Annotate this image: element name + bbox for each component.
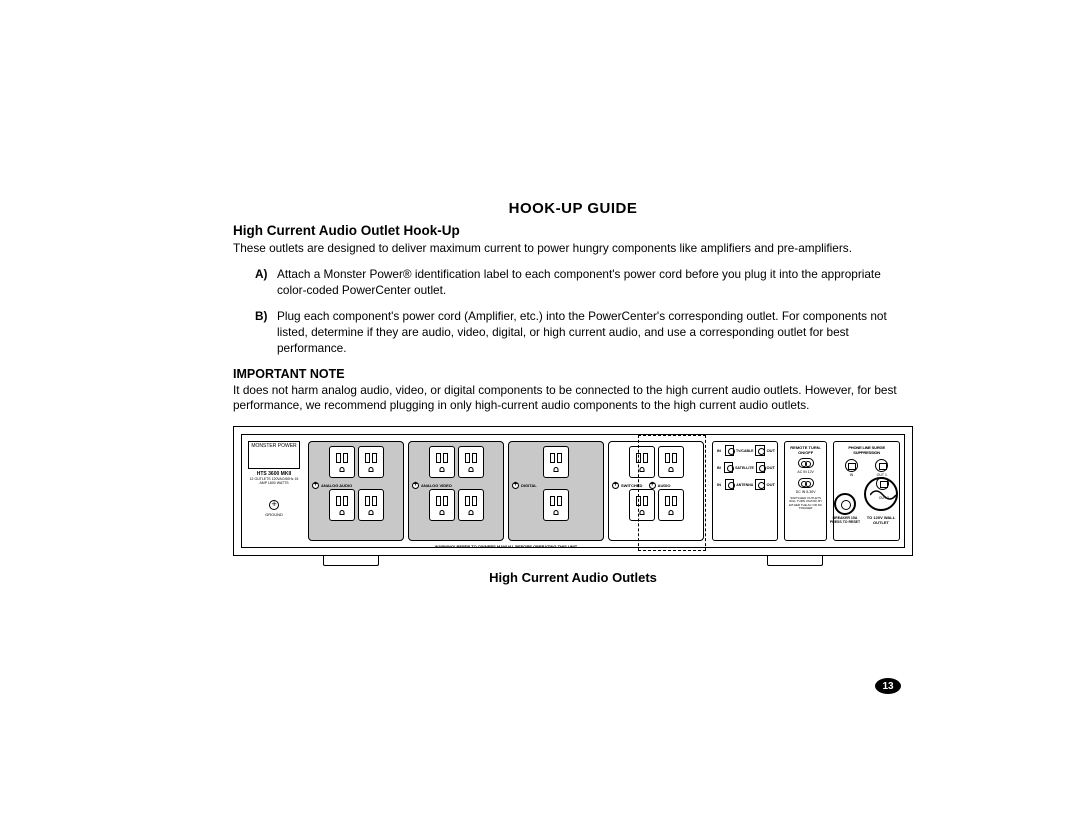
dc-in-label: DC IN 5-30V xyxy=(788,491,823,495)
coax-panel: IN TV/CABLE OUT IN SATELLITE OUT IN ANT xyxy=(712,441,778,541)
in-label: IN xyxy=(715,465,722,470)
coax-label: TV/CABLE xyxy=(736,449,754,453)
coax-icon xyxy=(755,445,764,456)
outlet-icon xyxy=(658,446,684,478)
plus-icon xyxy=(649,482,656,489)
outlet-icon xyxy=(543,446,569,478)
outlet-group-digital: DIGITAL xyxy=(508,441,604,541)
phone-header: PHONE LINE SURGE SUPPRESSION xyxy=(836,445,897,455)
section-intro: These outlets are designed to deliver ma… xyxy=(233,241,913,257)
outlet-icon xyxy=(329,446,355,478)
outlet-icon xyxy=(429,446,455,478)
outlet-icon xyxy=(629,489,655,521)
phone-in-label: IN xyxy=(845,473,858,477)
dc-connector-icon xyxy=(798,478,814,488)
outlet-icon xyxy=(358,489,384,521)
page-title: HOOK-UP GUIDE xyxy=(233,200,913,217)
page-number: 13 xyxy=(875,678,901,694)
ground-label: GROUND xyxy=(248,512,300,517)
coax-icon xyxy=(756,462,765,473)
out-label: OUT xyxy=(767,465,775,470)
coax-icon xyxy=(725,479,734,490)
group-label: ANALOG AUDIO xyxy=(321,483,352,488)
group-label: ANALOG VIDEO xyxy=(421,483,452,488)
device-rear-panel: MONSTER POWER HTS 3600 MKII 12 OUTLETS 1… xyxy=(233,426,913,556)
note-body: It does not harm analog audio, video, or… xyxy=(233,383,913,415)
in-label: IN xyxy=(715,448,723,453)
note-title: IMPORTANT NOTE xyxy=(233,367,913,381)
outlet-icon xyxy=(458,446,484,478)
remote-note: SWITCHED OUTLETS WILL TURN ON/OFF BY EIT… xyxy=(788,497,823,510)
in-label: IN xyxy=(715,482,723,487)
coax-icon xyxy=(724,462,733,473)
step-a: A) Attach a Monster Power® identificatio… xyxy=(255,267,913,299)
outlet-area: ANALOG AUDIO ANALOG VIDEO xyxy=(308,441,704,541)
brand-name: MONSTER POWER xyxy=(249,444,299,450)
foot-icon xyxy=(767,556,823,566)
outlet-icon xyxy=(658,489,684,521)
brand-label: MONSTER POWER xyxy=(248,441,300,469)
step-body: Attach a Monster Power® identification l… xyxy=(277,267,913,299)
breaker-label: BREAKER 15A PRESS TO RESET xyxy=(828,517,862,525)
out-label: OUT xyxy=(767,482,775,487)
manual-page: HOOK-UP GUIDE High Current Audio Outlet … xyxy=(233,200,913,585)
coax-row: IN ANTENNA OUT xyxy=(715,479,775,490)
rj-jack-icon xyxy=(875,459,888,472)
coax-row: IN TV/CABLE OUT xyxy=(715,445,775,456)
foot-icon xyxy=(323,556,379,566)
group-label: DIGITAL xyxy=(521,483,537,488)
step-letter: A) xyxy=(255,267,277,299)
page-number-badge: 13 xyxy=(875,678,901,694)
outlet-icon xyxy=(458,489,484,521)
coax-label: SATELLITE xyxy=(735,466,754,470)
warning-strip: WARNING! REFER TO OWNERS MANUAL BEFORE O… xyxy=(308,544,704,549)
brand-panel: MONSTER POWER HTS 3600 MKII 12 OUTLETS 1… xyxy=(248,441,300,541)
group-sublabel: SWITCHED xyxy=(621,483,642,488)
device-feet xyxy=(323,556,823,566)
outlet-group-high-current: SWITCHED AUDIO xyxy=(608,441,704,541)
plus-icon xyxy=(312,482,319,489)
remote-header: REMOTE TURN-ON/OFF xyxy=(788,445,823,455)
step-b: B) Plug each component's power cord (Amp… xyxy=(255,309,913,357)
section-title: High Current Audio Outlet Hook-Up xyxy=(233,223,913,238)
outlet-icon xyxy=(429,489,455,521)
outlet-icon xyxy=(629,446,655,478)
outlet-group-analog-audio: ANALOG AUDIO xyxy=(308,441,404,541)
ac-out-label: TO 120V WALL OUTLET xyxy=(860,515,902,525)
outlet-icon xyxy=(329,489,355,521)
coax-label: ANTENNA xyxy=(736,483,753,487)
ac-connector-icon xyxy=(798,458,814,468)
plus-icon xyxy=(412,482,419,489)
out-label: OUT xyxy=(767,448,775,453)
outlet-icon xyxy=(543,489,569,521)
rj-jack-icon xyxy=(845,459,858,472)
coax-icon xyxy=(725,445,734,456)
remote-panel: REMOTE TURN-ON/OFF AC IN 12V DC IN 5-30V… xyxy=(784,441,827,541)
ac-in-label: AC IN 12V xyxy=(788,471,823,475)
step-body: Plug each component's power cord (Amplif… xyxy=(277,309,913,357)
outlet-group-analog-video: ANALOG VIDEO xyxy=(408,441,504,541)
spec-text: 12 OUTLETS 120VAC/60Hz 15 AMP 1800 WATTS xyxy=(248,478,300,486)
step-letter: B) xyxy=(255,309,277,357)
figure-caption: High Current Audio Outlets xyxy=(233,570,913,585)
ground-terminal-icon xyxy=(269,500,279,510)
plus-icon xyxy=(612,482,619,489)
group-sublabel: AUDIO xyxy=(658,483,671,488)
coax-row: IN SATELLITE OUT xyxy=(715,462,775,473)
outlet-icon xyxy=(358,446,384,478)
plus-icon xyxy=(512,482,519,489)
coax-icon xyxy=(755,479,764,490)
